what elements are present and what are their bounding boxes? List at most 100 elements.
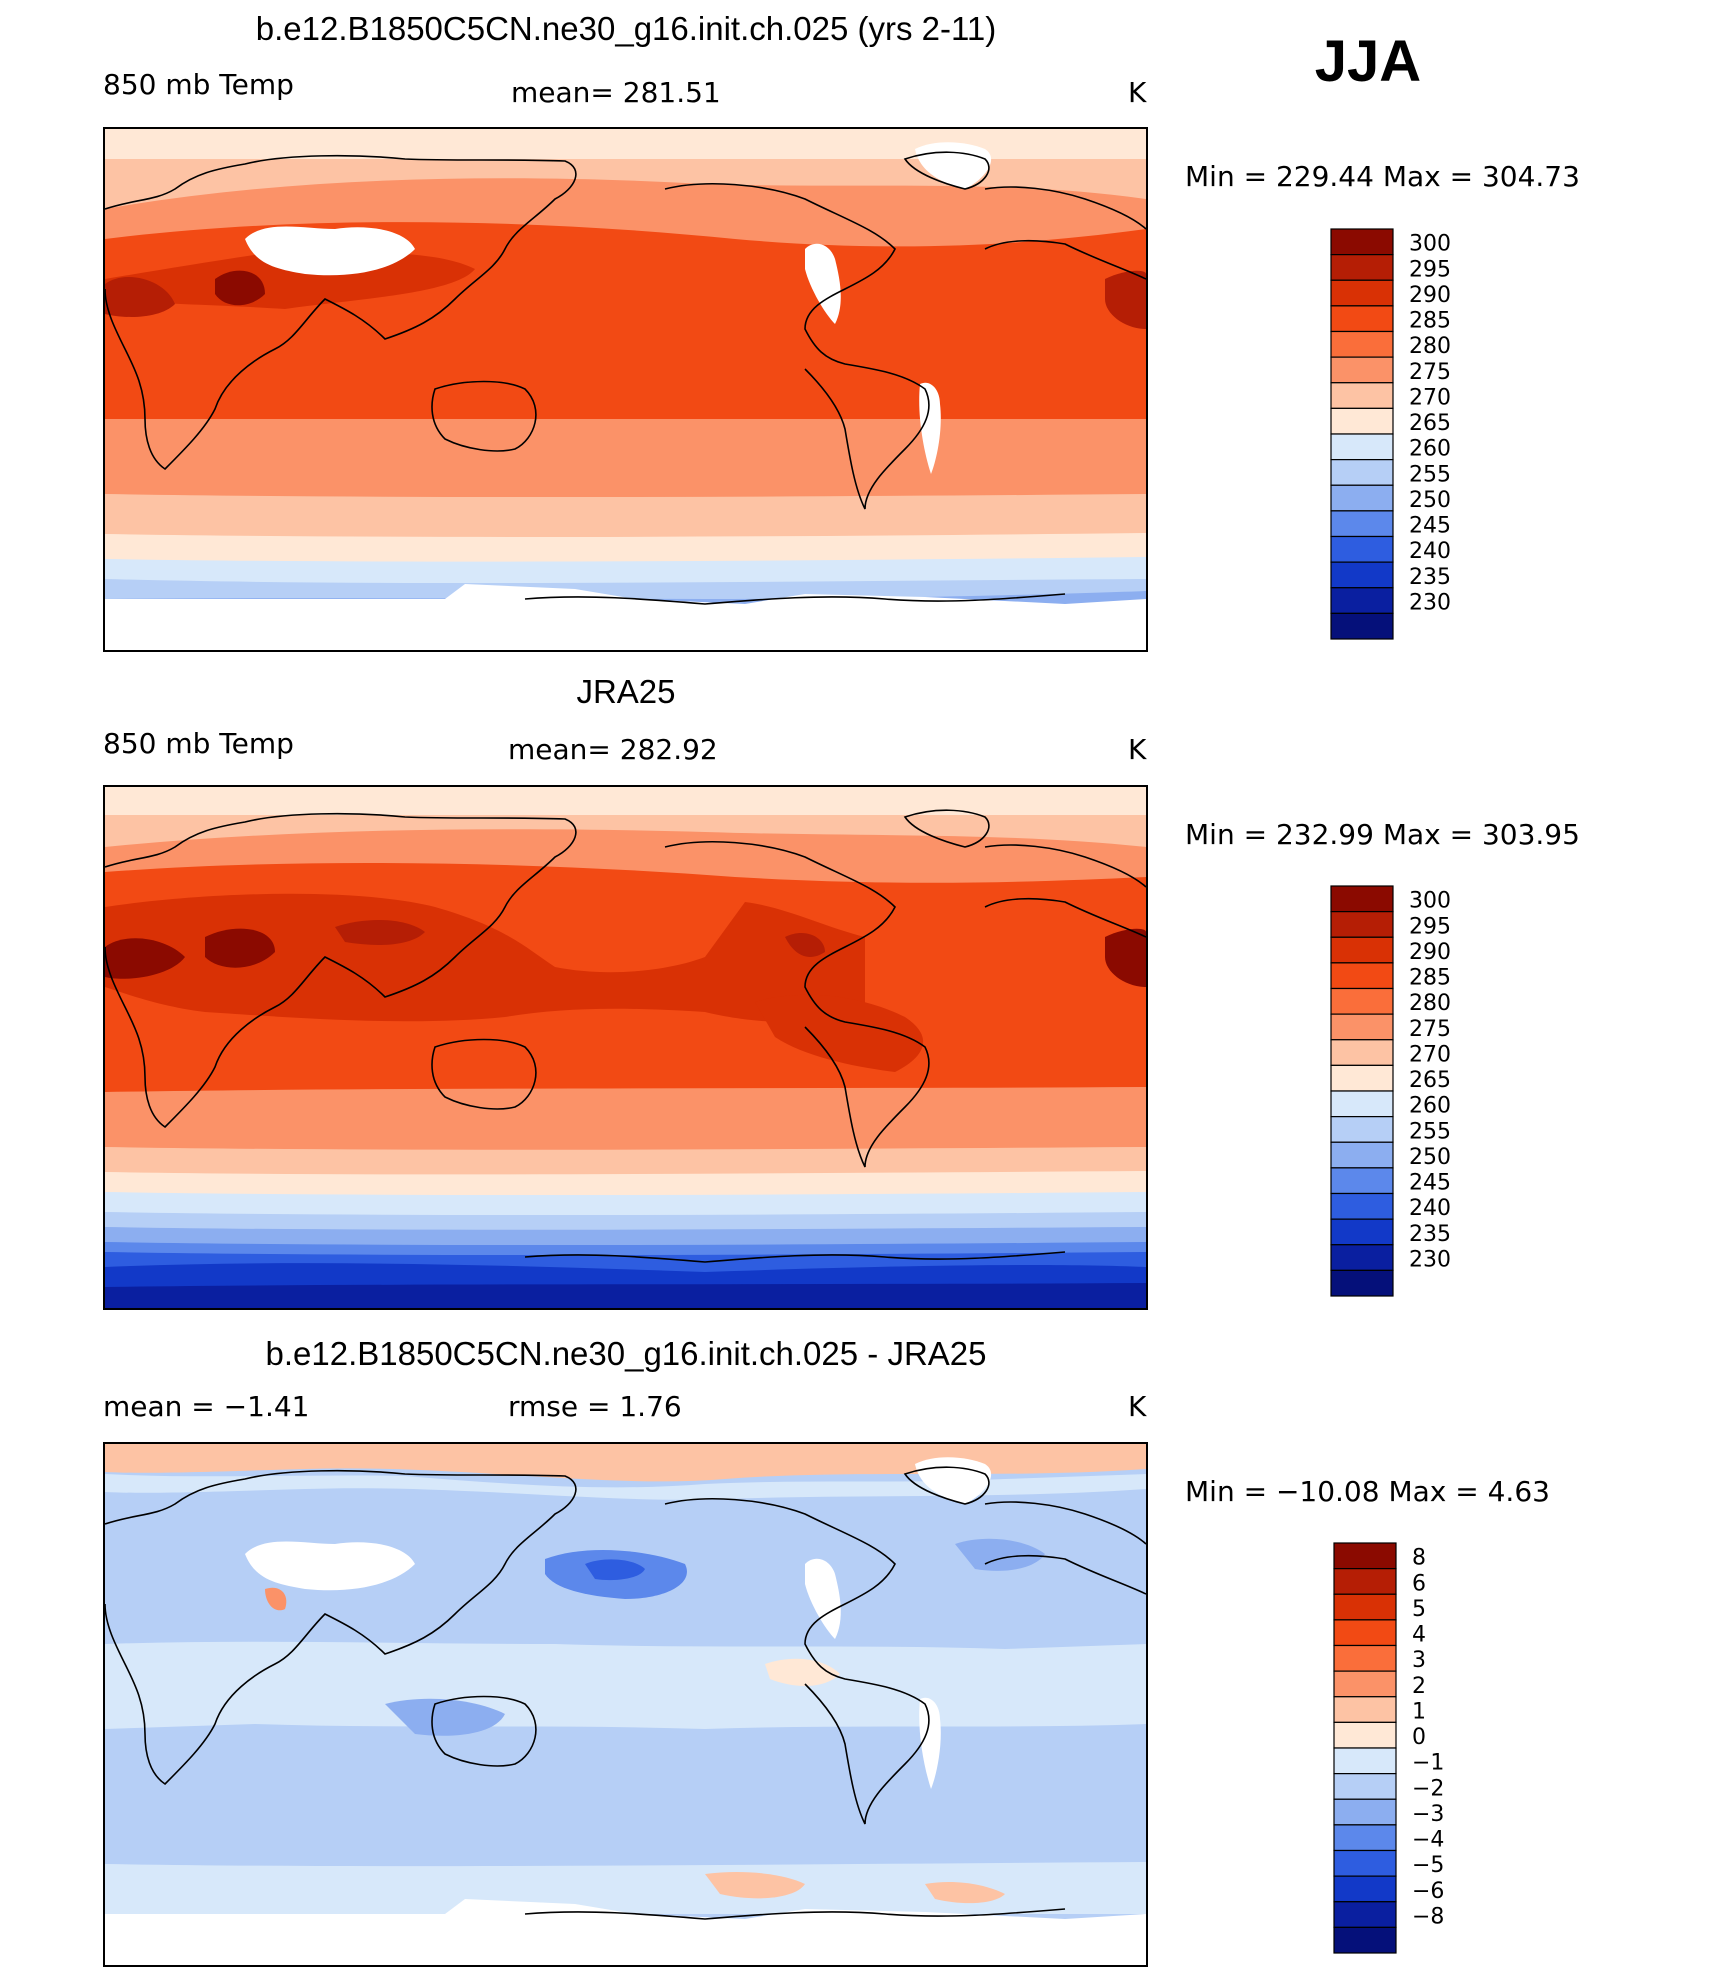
greenland-missing [915,1457,992,1504]
colorbar-swatch [1330,1039,1394,1066]
panel-3-units: K [1128,1390,1147,1423]
colorbar-tick-label: 275 [1409,360,1451,385]
tibet-missing [245,226,415,276]
colorbar-swatch [1330,1141,1394,1169]
band-south-cool [105,494,1146,549]
colorbar-tick-label: 265 [1409,411,1451,436]
colorbar-swatch [1330,433,1394,461]
colorbar-tick-label: 245 [1409,1171,1451,1196]
region-sahara [105,276,175,317]
panel-3-colorbar: 8 6 5 4 3 2 1 0 −1 −2 −3 −4 −5 −6 −8 [1333,1542,1483,1957]
colorbar-swatch [1330,279,1394,307]
band-tropics-near-zero [105,1641,1146,1729]
colorbar-swatch [1333,1619,1397,1647]
andes-missing [919,382,941,474]
colorbar-swatch [1330,228,1394,256]
region-mexico [785,932,825,957]
colorbar-tick-label: 245 [1409,514,1451,539]
colorbar-swatch [1333,1670,1397,1698]
colorbar-tick-label: 240 [1409,1196,1451,1221]
colorbar-tick-label: 295 [1409,914,1451,939]
tibet-missing [245,1541,415,1591]
colorbar-swatch [1330,330,1394,358]
colorbar-swatch [1330,1064,1394,1092]
panel-2-minmax: Min = 232.99 Max = 303.95 [1185,818,1580,851]
panel-1-title: b.e12.B1850C5CN.ne30_g16.init.ch.025 (yr… [255,10,997,47]
panel-3-rmse-label: rmse = 1.76 [508,1390,682,1423]
panel-3-minmax: Min = −10.08 Max = 4.63 [1185,1475,1550,1508]
colorbar-swatch [1330,459,1394,486]
colorbar-tick-label: −3 [1412,1802,1444,1827]
band-north-pole [105,787,1146,815]
colorbar-swatch [1330,407,1394,435]
colorbar-swatch [1333,1568,1397,1595]
panel-1-map [103,127,1148,652]
coastlines [105,809,1146,1263]
region-north-pacific-core [585,1559,645,1581]
colorbar-tick-label: 275 [1409,1017,1451,1042]
colorbar-tick-label: −6 [1412,1879,1444,1904]
colorbar-swatch [1333,1798,1397,1826]
colorbar-tick-label: 5 [1412,1597,1426,1622]
region-arabia [215,270,265,306]
colorbar-tick-label: 4 [1412,1623,1426,1648]
panel-1-colorbar: 300 295 290 285 280 275 270 265 260 255 250 245 240 2… [1330,228,1480,643]
colorbar-swatch [1330,1269,1394,1297]
colorbar-tick-label: 1 [1412,1699,1426,1724]
panel-3-mean-label: mean = −1.41 [103,1390,310,1423]
colorbar-swatch [1330,987,1394,1015]
region-arabia [205,928,275,968]
colorbar-tick-label: 0 [1412,1725,1426,1750]
panel-2-title: JRA25 [576,673,676,710]
colorbar-swatch [1333,1773,1397,1800]
colorbar-swatch [1333,1901,1397,1928]
region-south-america [755,994,924,1072]
colorbar-swatch [1330,1013,1394,1041]
panel-2-variable-label: 850 mb Temp [103,727,294,760]
antarctica-missing [105,1899,1146,1965]
colorbar-swatch [1330,911,1394,938]
colorbar-swatch [1330,1192,1394,1220]
colorbar-swatch [1333,1644,1397,1672]
panel-3-title: b.e12.B1850C5CN.ne30_g16.init.ch.025 - J… [265,1335,987,1372]
panel-1-minmax: Min = 229.44 Max = 304.73 [1185,160,1580,193]
colorbar-swatch [1330,305,1394,333]
coastlines [105,151,1146,605]
colorbar-tick-label: −2 [1412,1776,1444,1801]
rockies-missing [805,1558,841,1639]
colorbar-swatch [1333,1593,1397,1621]
colorbar-tick-label: −1 [1412,1751,1444,1776]
band-antarctic-6 [105,1283,1146,1308]
colorbar-swatch [1333,1542,1397,1570]
colorbar-tick-label: 295 [1409,257,1451,282]
panel-2-mean-label: mean= 282.92 [508,733,718,766]
colorbar-swatch [1330,612,1394,640]
colorbar-tick-label: 230 [1409,590,1451,615]
band-southern-ocean [105,1862,1146,1914]
rockies-missing [805,243,841,324]
colorbar-swatch [1330,962,1394,990]
region-south-atlantic-warm [925,1882,1005,1904]
colorbar-tick-label: 3 [1412,1648,1426,1673]
season-label: JJA [1314,29,1422,94]
region-sahara-east [1105,270,1146,329]
colorbar-swatch [1333,1747,1397,1775]
region-himalaya-warm [265,1587,287,1611]
colorbar-swatch [1330,1244,1394,1271]
colorbar-tick-label: 270 [1409,385,1451,410]
greenland-missing [915,142,992,189]
colorbar-tick-label: 280 [1409,991,1451,1016]
colorbar-swatch [1330,885,1394,913]
colorbar-tick-label: 290 [1409,940,1451,965]
colorbar-tick-label: 250 [1409,1145,1451,1170]
colorbar-swatch [1330,1167,1394,1195]
panel-1-variable-label: 850 mb Temp [103,68,294,101]
colorbar-tick-label: 235 [1409,1222,1451,1247]
panel-2-units: K [1128,733,1147,766]
region-arctic-warm [105,1444,1146,1482]
region-tibet-warm [335,920,425,945]
colorbar-swatch [1333,1875,1397,1903]
colorbar-tick-label: 300 [1409,889,1451,914]
colorbar-tick-label: 235 [1409,565,1451,590]
colorbar-swatch [1333,1926,1397,1954]
